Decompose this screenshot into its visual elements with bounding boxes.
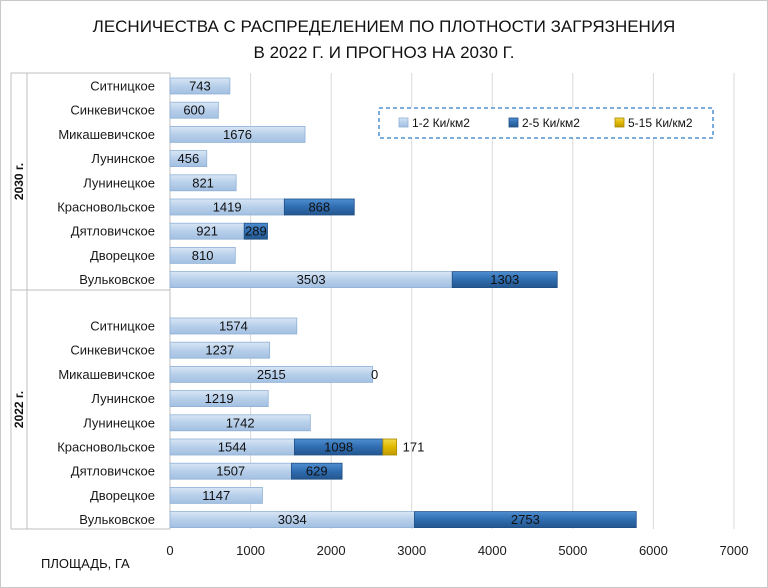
bar-segment [169, 390, 269, 408]
bar-value-label: 1676 [223, 127, 252, 142]
category-label: Вульковское [79, 272, 155, 287]
category-label: Дятловичское [71, 464, 155, 479]
category-label: Красновольское [57, 440, 155, 455]
bar-value-label: 1237 [205, 343, 234, 358]
bar-segment [169, 77, 231, 95]
bar-value-label: 3034 [278, 512, 307, 527]
bar-value-label: 1419 [213, 200, 242, 215]
x-tick-label: 4000 [478, 543, 507, 558]
x-tick-label: 6000 [639, 543, 668, 558]
legend-entry: 1-2 Ки/км2 [412, 116, 470, 130]
x-axis-label: ПЛОЩАДЬ, ГА [41, 556, 130, 571]
bar-segment [169, 486, 263, 504]
category-label: Микашевичское [58, 367, 155, 382]
x-tick-label: 0 [166, 543, 173, 558]
legend-entry: 5-15 Ки/км2 [628, 116, 693, 130]
bar-segment [169, 414, 311, 432]
bars: 743 600 1676 456 821 1419 868 921 289 810 3503 1303… [169, 77, 637, 529]
category-label: Микашевичское [58, 127, 155, 142]
bar-segment [169, 101, 219, 119]
bar-value-label: 2515 [257, 367, 286, 382]
axis-lines [10, 72, 171, 530]
bar-segment [283, 198, 355, 216]
chart-title-line-2: В 2022 Г. И ПРОГНОЗ НА 2030 Г. [254, 43, 515, 62]
legend-swatch [508, 117, 519, 128]
category-label: Синкевичское [70, 343, 155, 358]
bar-value-label: 1098 [324, 440, 353, 455]
category-label: Синкевичское [70, 103, 155, 118]
bar-value-label: 3503 [297, 272, 326, 287]
x-tick-label: 7000 [720, 543, 749, 558]
bar-value-label: 743 [189, 79, 211, 94]
category-label: Дворецкое [90, 488, 155, 503]
x-tick-label: 2000 [317, 543, 346, 558]
category-label: Ситницкое [90, 319, 155, 334]
bar-segment [169, 317, 298, 335]
category-label: Красновольское [57, 200, 155, 215]
bar-value-label: 600 [183, 103, 205, 118]
bar-value-label: 810 [192, 248, 214, 263]
x-tick-label: 1000 [236, 543, 265, 558]
chart-title: ЛЕСНИЧЕСТВА С РАСПРЕДЕЛЕНИЕМ ПО ПЛОТНОСТ… [93, 17, 676, 62]
bar-segment [291, 462, 343, 480]
legend-box [378, 107, 714, 139]
group-label: 2022 г. [12, 391, 26, 428]
x-tick-label: 5000 [558, 543, 587, 558]
category-labels: 2030 г. Ситницкое Синкевичское Микашевичско… [12, 79, 155, 528]
bar-segment [243, 222, 268, 240]
bar-value-label: 868 [308, 200, 330, 215]
bar-segment [169, 174, 237, 192]
category-label: Вульковское [79, 512, 155, 527]
category-label: Лунинское [91, 151, 155, 166]
legend-swatch [614, 117, 625, 128]
category-label: Лунинецкое [83, 175, 155, 190]
category-label: Ситницкое [90, 79, 155, 94]
bar-value-label: 1303 [490, 272, 519, 287]
bar-value-label: 1507 [216, 464, 245, 479]
bar-segment [169, 126, 306, 143]
x-tick-label: 3000 [397, 543, 426, 558]
bar-value-label: 1147 [202, 488, 230, 503]
x-tick-labels: 0 1000 2000 3000 4000 5000 6000 7000 [166, 543, 748, 558]
bar-value-label: 0 [371, 367, 378, 382]
bar-segment [451, 271, 558, 289]
category-label: Дятловичское [71, 224, 155, 239]
bar-value-label: 821 [192, 175, 214, 190]
bar-segment [169, 246, 236, 264]
legend-entry: 2-5 Ки/км2 [522, 116, 580, 130]
bar-value-label: 1574 [219, 319, 248, 334]
vertical-gridlines [250, 73, 735, 529]
bar-value-label: 171 [403, 440, 425, 455]
group-label: 2030 г. [12, 163, 26, 200]
bar-value-label: 1219 [205, 391, 234, 406]
bar-segment [382, 438, 398, 456]
category-label: Лунинское [91, 391, 155, 406]
bar-value-label: 456 [178, 151, 200, 166]
category-label: Лунинецкое [83, 415, 155, 430]
bar-value-label: 629 [306, 464, 328, 479]
bar-value-label: 1742 [226, 415, 255, 430]
chart-title-line-1: ЛЕСНИЧЕСТВА С РАСПРЕДЕЛЕНИЕМ ПО ПЛОТНОСТ… [93, 17, 676, 36]
category-label: Дворецкое [90, 248, 155, 263]
bar-value-label: 1544 [218, 440, 247, 455]
bar-value-label: 289 [245, 224, 267, 239]
bar-segment [169, 365, 374, 383]
bar-value-label: 2753 [511, 512, 540, 527]
bar-segment [414, 511, 637, 529]
legend: 1-2 Ки/км2 2-5 Ки/км2 5-15 Ки/км2 [378, 107, 714, 139]
bar-segment [169, 341, 271, 359]
legend-swatch [398, 117, 409, 128]
bar-value-label: 921 [196, 224, 218, 239]
bar-segment [169, 150, 208, 168]
